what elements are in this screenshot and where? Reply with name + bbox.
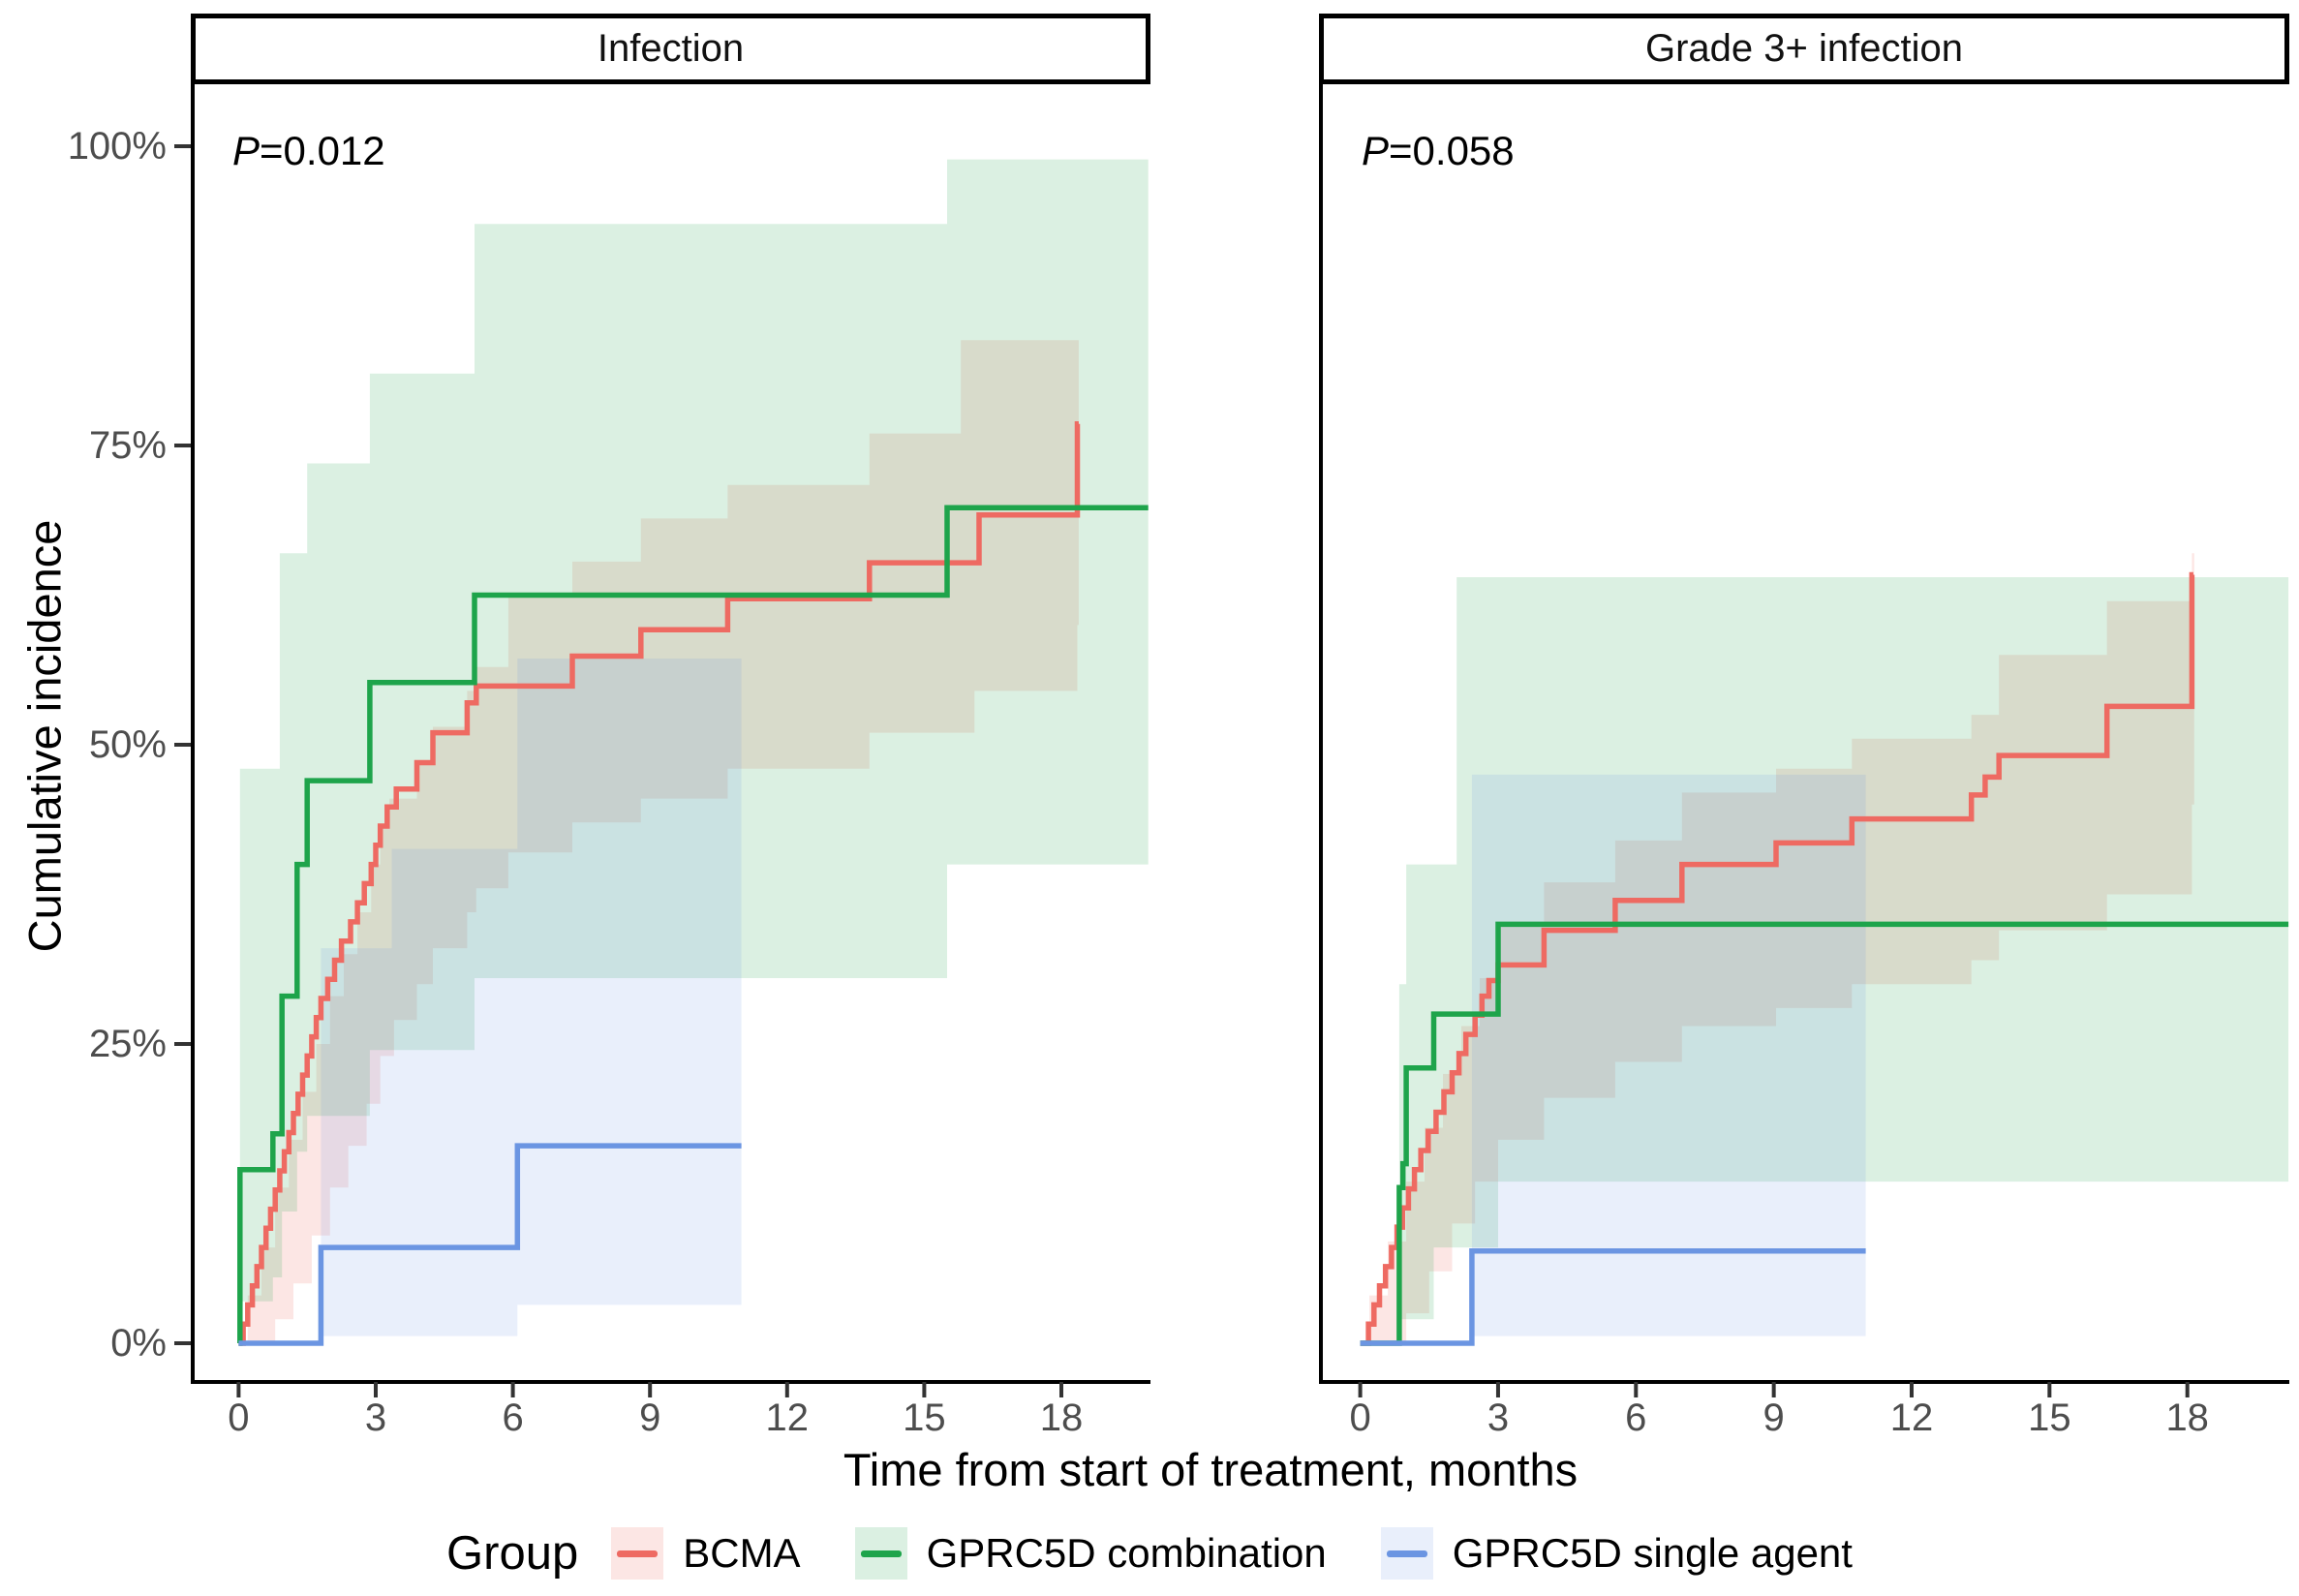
legend-title: Group: [446, 1527, 579, 1580]
y-tick-mark: [174, 1341, 191, 1345]
x-tick-label: 3: [1487, 1396, 1510, 1439]
gprc5d-combination-curve: [237, 505, 1149, 1346]
y-tick-label: 75%: [88, 424, 167, 467]
legend-item-gprc5d-single-agent: GPRC5D single agent: [1380, 1527, 1853, 1580]
legend-item-gprc5d-combination: GPRC5D combination: [854, 1527, 1327, 1580]
gprc5d-single-agent-ci-band: [1471, 774, 1866, 1336]
facet-strip-infection: Infection: [191, 14, 1150, 84]
gprc5d-single-agent-key-line: [1386, 1550, 1427, 1557]
gprc5d-combination-key-line: [860, 1550, 902, 1557]
gprc5d-single-agent-ci-band: [321, 659, 742, 1336]
x-tick-label: 15: [2028, 1396, 2071, 1439]
x-tick-label: 18: [2165, 1396, 2209, 1439]
y-tick-label: 100%: [67, 125, 167, 168]
y-tick-label: 50%: [88, 723, 167, 766]
x-tick-label: 18: [1039, 1396, 1084, 1439]
x-axis-title: Time from start of treatment, months: [843, 1444, 1579, 1495]
y-tick-mark: [174, 743, 191, 747]
x-tick-label: 9: [1763, 1396, 1785, 1439]
facet-title: Grade 3+ infection: [1645, 27, 1963, 70]
p-value-infection: P=0.012: [232, 128, 385, 173]
x-tick-label: 15: [903, 1396, 946, 1439]
gprc5d-combination-curve: [1360, 921, 2289, 1346]
bcma-curve: [1360, 571, 2195, 1346]
gprc5d-single-agent-curve: [1360, 1248, 1866, 1346]
legend-item-bcma: BCMA: [611, 1527, 801, 1580]
gprc5d-single-agent-curve: [238, 1143, 742, 1346]
x-tick-label: 6: [502, 1396, 524, 1439]
facet-strip-grade3-infection: Grade 3+ infection: [1319, 14, 2289, 84]
x-tick-label: 3: [364, 1396, 387, 1439]
legend-label: GPRC5D combination: [926, 1530, 1327, 1576]
panel-plot-infection: [191, 84, 1150, 1397]
bcma-key-line: [617, 1550, 659, 1557]
legend-label: BCMA: [683, 1530, 801, 1576]
x-tick-label: 0: [1349, 1396, 1371, 1439]
legend-key-gprc5d-combination-swatch: [854, 1527, 907, 1580]
bcma-ci-band: [1369, 553, 2194, 1343]
x-tick-label: 9: [639, 1396, 661, 1439]
legend-key-bcma-swatch: [611, 1527, 664, 1580]
y-tick-mark: [174, 144, 191, 148]
y-tick-mark: [174, 444, 191, 447]
legend: Group BCMA GPRC5D combination GPRC5D sin…: [0, 1526, 2299, 1581]
y-tick-label: 0%: [110, 1322, 167, 1365]
facet-title: Infection: [597, 27, 745, 70]
y-tick-label: 25%: [88, 1023, 167, 1065]
p-value-grade3-infection: P=0.058: [1362, 128, 1515, 173]
legend-key-gprc5d-single-agent-swatch: [1380, 1527, 1433, 1580]
panel-plot-grade-3-infection: [1319, 84, 2289, 1397]
legend-label: GPRC5D single agent: [1452, 1530, 1853, 1576]
gprc5d-combination-ci-band: [239, 159, 1149, 1302]
x-tick-label: 6: [1625, 1396, 1647, 1439]
x-tick-label: 0: [228, 1396, 250, 1439]
y-tick-mark: [174, 1042, 191, 1046]
x-tick-label: 12: [1889, 1396, 1934, 1439]
x-tick-label: 12: [765, 1396, 810, 1439]
gprc5d-combination-ci-band: [1398, 577, 2289, 1320]
bcma-curve: [238, 421, 1081, 1346]
